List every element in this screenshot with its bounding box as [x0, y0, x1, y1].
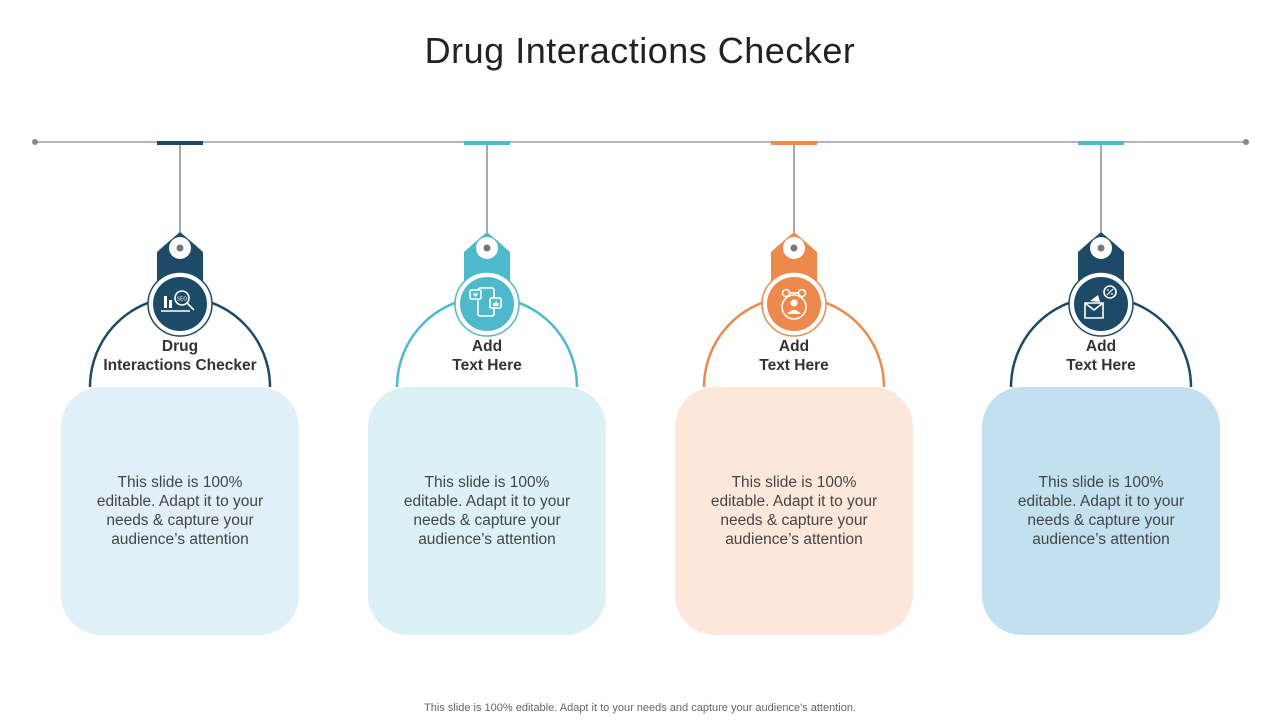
tag-3 [702, 141, 886, 388]
item-1-body: This slide is 100% editable. Adapt it to… [96, 474, 264, 548]
tag-4-marker [1078, 141, 1124, 145]
item-4-body: This slide is 100% editable. Adapt it to… [1017, 474, 1185, 548]
item-4-card: This slide is 100% editable. Adapt it to… [982, 387, 1220, 635]
tag-1: SEO [88, 141, 272, 388]
item-2-card: This slide is 100% editable. Adapt it to… [368, 387, 606, 635]
tag-4-hole-dot [1097, 244, 1105, 252]
item-1-card: This slide is 100% editable. Adapt it to… [61, 387, 299, 635]
item-2-label-text: Add Text Here [452, 338, 522, 374]
tag-2-hole-dot [483, 244, 491, 252]
item-2-label: Add Text Here [387, 337, 587, 375]
tag-3-marker [771, 141, 817, 145]
tag-1-marker [157, 141, 203, 145]
discount-coupon-icon [1084, 285, 1117, 319]
svg-text:SEO: SEO [177, 297, 187, 303]
item-1-label-text: Drug Interactions Checker [103, 338, 257, 374]
tag-3-hole-dot [790, 244, 798, 252]
social-media-phone-icon [469, 287, 502, 317]
item-4-label-text: Add Text Here [1066, 338, 1136, 374]
item-3-card: This slide is 100% editable. Adapt it to… [675, 387, 913, 635]
tag-1-hole-dot [176, 244, 184, 252]
timeline-end-dot [1243, 139, 1249, 145]
tag-2 [395, 141, 579, 388]
item-2-body: This slide is 100% editable. Adapt it to… [403, 474, 571, 548]
item-3-label: Add Text Here [694, 337, 894, 375]
timeline-start-dot [32, 139, 38, 145]
tag-2-icon-bg [460, 277, 514, 331]
seo-analytics-icon: SEO [161, 290, 195, 312]
item-3-label-text: Add Text Here [759, 338, 829, 374]
tag-2-marker [464, 141, 510, 145]
item-3-body: This slide is 100% editable. Adapt it to… [710, 474, 878, 548]
slide-title: Drug Interactions Checker [424, 30, 856, 71]
item-1-label: Drug Interactions Checker [80, 337, 280, 375]
social-influencer-icon [781, 288, 807, 320]
footer-note: This slide is 100% editable. Adapt it to… [424, 702, 856, 714]
tag-4 [1009, 141, 1193, 388]
item-4-label: Add Text Here [1001, 337, 1201, 375]
timeline-graphic: SEO [32, 139, 1249, 388]
